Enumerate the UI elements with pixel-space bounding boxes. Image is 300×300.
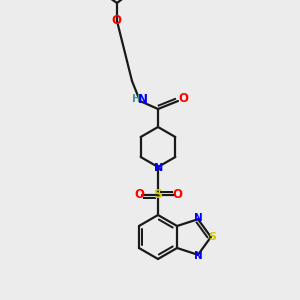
Text: N: N [154, 163, 164, 173]
Text: O: O [134, 188, 144, 200]
Text: O: O [172, 188, 182, 200]
Text: O: O [178, 92, 188, 106]
Text: S: S [154, 188, 163, 202]
Text: S: S [208, 232, 216, 242]
Text: H: H [132, 94, 140, 104]
Text: O: O [111, 14, 121, 28]
Text: N: N [138, 93, 148, 106]
Text: N: N [194, 251, 202, 261]
Text: N: N [194, 213, 202, 223]
